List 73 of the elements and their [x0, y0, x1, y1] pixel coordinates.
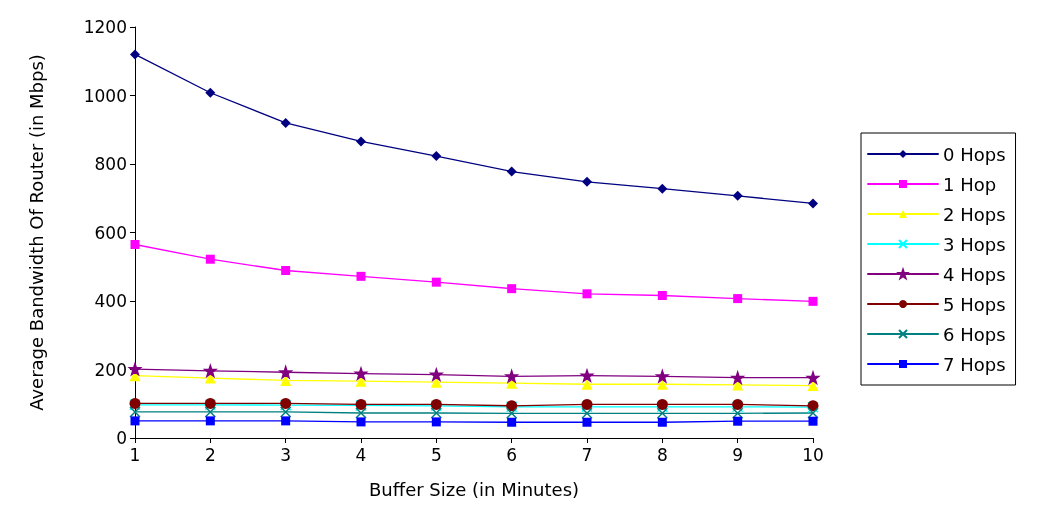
x-tick-label: 10: [802, 444, 824, 465]
point: [507, 284, 517, 294]
point: [356, 417, 366, 427]
point: [205, 416, 215, 426]
point: [582, 417, 592, 427]
point: [582, 176, 592, 187]
point: [280, 117, 291, 128]
point: [354, 367, 368, 380]
y-tick-label: 200: [94, 359, 127, 380]
point: [731, 407, 744, 420]
point: [808, 296, 818, 306]
point: [806, 371, 820, 384]
point: [506, 166, 517, 177]
point: [205, 87, 216, 98]
point: [431, 151, 442, 162]
x-tick-label: 3: [280, 444, 292, 465]
x-tick-label: 1: [129, 444, 141, 465]
y-tick-label: 600: [94, 222, 127, 243]
y-tick-label: 0: [116, 428, 127, 448]
point: [130, 49, 140, 60]
point: [129, 406, 141, 418]
legend-label: 1 Hop: [943, 173, 997, 195]
x-tick-label: 8: [656, 444, 668, 465]
point: [205, 254, 215, 264]
point: [281, 266, 291, 276]
point: [279, 406, 292, 418]
point: [204, 364, 217, 378]
point: [657, 291, 667, 301]
point: [733, 294, 743, 304]
point: [356, 271, 366, 281]
legend-label: 3 Hops: [943, 233, 1006, 255]
point: [657, 183, 668, 194]
x-tick-label: 2: [204, 444, 216, 465]
legend-label: 0 Hops: [943, 143, 1006, 165]
point: [431, 277, 441, 287]
y-axis-title: Average Bandwidth Of Router (in Mbps): [25, 54, 47, 411]
point: [204, 406, 217, 418]
legend-label: 5 Hops: [943, 293, 1006, 315]
x-tick-label: 9: [732, 444, 744, 465]
point: [581, 407, 593, 420]
point: [656, 407, 669, 420]
point: [431, 417, 441, 427]
x-axis-title: Buffer Size (in Minutes): [368, 478, 580, 500]
point: [733, 416, 743, 426]
point: [281, 416, 291, 426]
point: [580, 369, 594, 382]
y-tick-label: 1200: [83, 17, 127, 37]
point: [130, 239, 140, 249]
x-tick-label: 4: [355, 444, 367, 465]
point: [356, 136, 366, 147]
legend-label: 4 Hops: [943, 263, 1006, 285]
point: [128, 362, 142, 376]
y-tick-label: 400: [94, 291, 127, 311]
point: [507, 417, 517, 427]
point: [808, 198, 818, 209]
point: [430, 407, 443, 419]
x-tick-label: 6: [506, 444, 518, 465]
x-tick-label: 5: [430, 444, 442, 465]
point: [355, 407, 367, 419]
point: [505, 407, 518, 420]
point: [582, 289, 592, 299]
point: [732, 190, 743, 201]
y-tick-label: 800: [94, 154, 127, 174]
x-tick-label: 7: [581, 444, 593, 465]
legend-label: 6 Hops: [943, 323, 1006, 345]
point: [130, 416, 140, 426]
point: [807, 407, 819, 419]
point: [279, 365, 292, 379]
legend-label: 7 Hops: [943, 353, 1006, 375]
legend-label: 2 Hops: [943, 203, 1006, 225]
point: [808, 416, 818, 426]
point: [657, 417, 667, 427]
y-tick-label: 1000: [83, 85, 127, 106]
